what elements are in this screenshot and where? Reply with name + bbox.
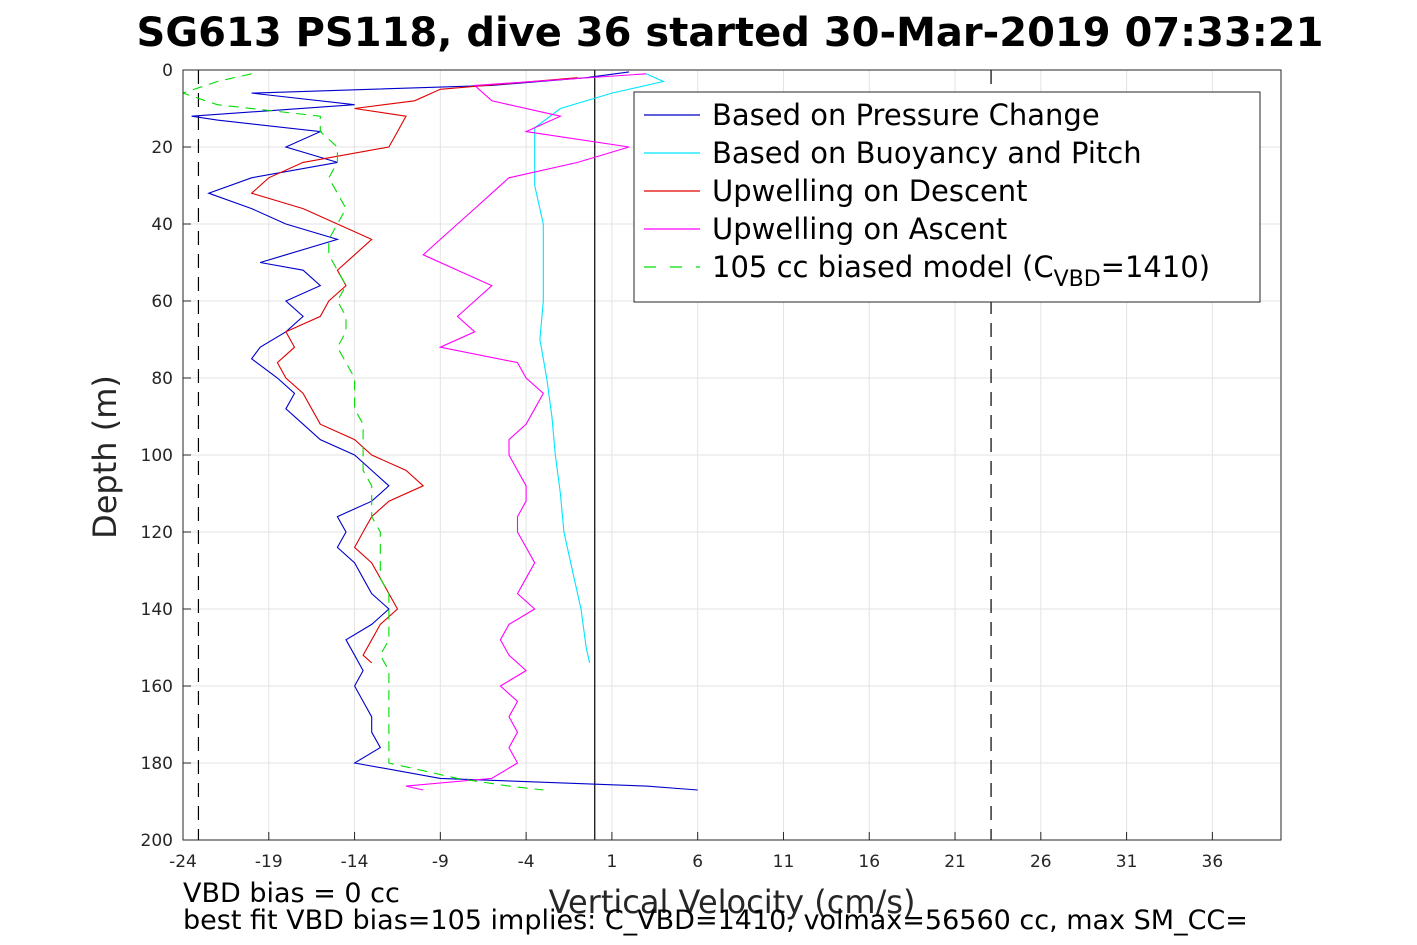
y-tick-label: 40 bbox=[151, 215, 173, 235]
chart-title: SG613 PS118, dive 36 started 30-Mar-2019… bbox=[137, 10, 1324, 56]
legend-entry-label: Based on Buoyancy and Pitch bbox=[712, 136, 1142, 170]
x-tick-label: -19 bbox=[255, 852, 283, 872]
x-axis-label: Vertical Velocity (cm/s) bbox=[549, 883, 916, 921]
legend: Based on Pressure Change Based on Buoyanc… bbox=[633, 91, 1261, 303]
y-tick-label: 100 bbox=[141, 446, 173, 466]
x-tick-label: 6 bbox=[692, 852, 703, 872]
legend-entry-label: Upwelling on Ascent bbox=[712, 212, 1007, 246]
y-tick-label: 140 bbox=[141, 600, 173, 620]
series-line-5 bbox=[183, 73, 544, 791]
x-tick-label: 11 bbox=[773, 852, 795, 872]
x-tick-label: -14 bbox=[341, 852, 369, 872]
legend-entry-label: 105 cc biased model (CVBD=1410) bbox=[712, 250, 1210, 292]
y-tick-label: 120 bbox=[141, 523, 173, 543]
x-tick-label: 1 bbox=[606, 852, 617, 872]
vbd-bias-note: VBD bias = 0 cc bbox=[183, 878, 400, 909]
legend-entry-label: Based on Pressure Change bbox=[712, 98, 1100, 132]
series-line-3 bbox=[250, 77, 578, 664]
y-ticks: 0 20 40 60 80 100 120 140 160 180 200 bbox=[141, 61, 191, 851]
x-tick-label: -24 bbox=[169, 852, 197, 872]
series-line-4 bbox=[405, 73, 647, 791]
legend-entry-label: Upwelling on Descent bbox=[712, 174, 1028, 208]
best-fit-note: best fit VBD bias=105 implies: C_VBD=141… bbox=[183, 905, 1248, 936]
x-tick-label: 36 bbox=[1202, 852, 1224, 872]
y-tick-label: 200 bbox=[141, 831, 173, 851]
x-ticks: -24 -19 -14 -9 -4 1 6 11 16 21 26 31 36 bbox=[169, 832, 1223, 872]
y-tick-label: 180 bbox=[141, 754, 173, 774]
x-tick-label: 16 bbox=[858, 852, 880, 872]
x-tick-label: 21 bbox=[944, 852, 966, 872]
x-tick-label: 31 bbox=[1116, 852, 1138, 872]
x-tick-label: 26 bbox=[1030, 852, 1052, 872]
series-line-2 bbox=[534, 73, 666, 664]
y-tick-label: 80 bbox=[151, 369, 173, 389]
series-line-1 bbox=[191, 71, 698, 791]
y-tick-label: 60 bbox=[151, 292, 173, 312]
y-tick-label: 160 bbox=[141, 677, 173, 697]
x-tick-label: -4 bbox=[518, 852, 535, 872]
y-tick-label: 20 bbox=[151, 138, 173, 158]
y-tick-label: 0 bbox=[162, 61, 173, 81]
legend-box bbox=[633, 91, 1261, 303]
y-axis-label: Depth (m) bbox=[86, 375, 124, 539]
x-tick-label: -9 bbox=[432, 852, 449, 872]
series-group bbox=[183, 71, 698, 791]
